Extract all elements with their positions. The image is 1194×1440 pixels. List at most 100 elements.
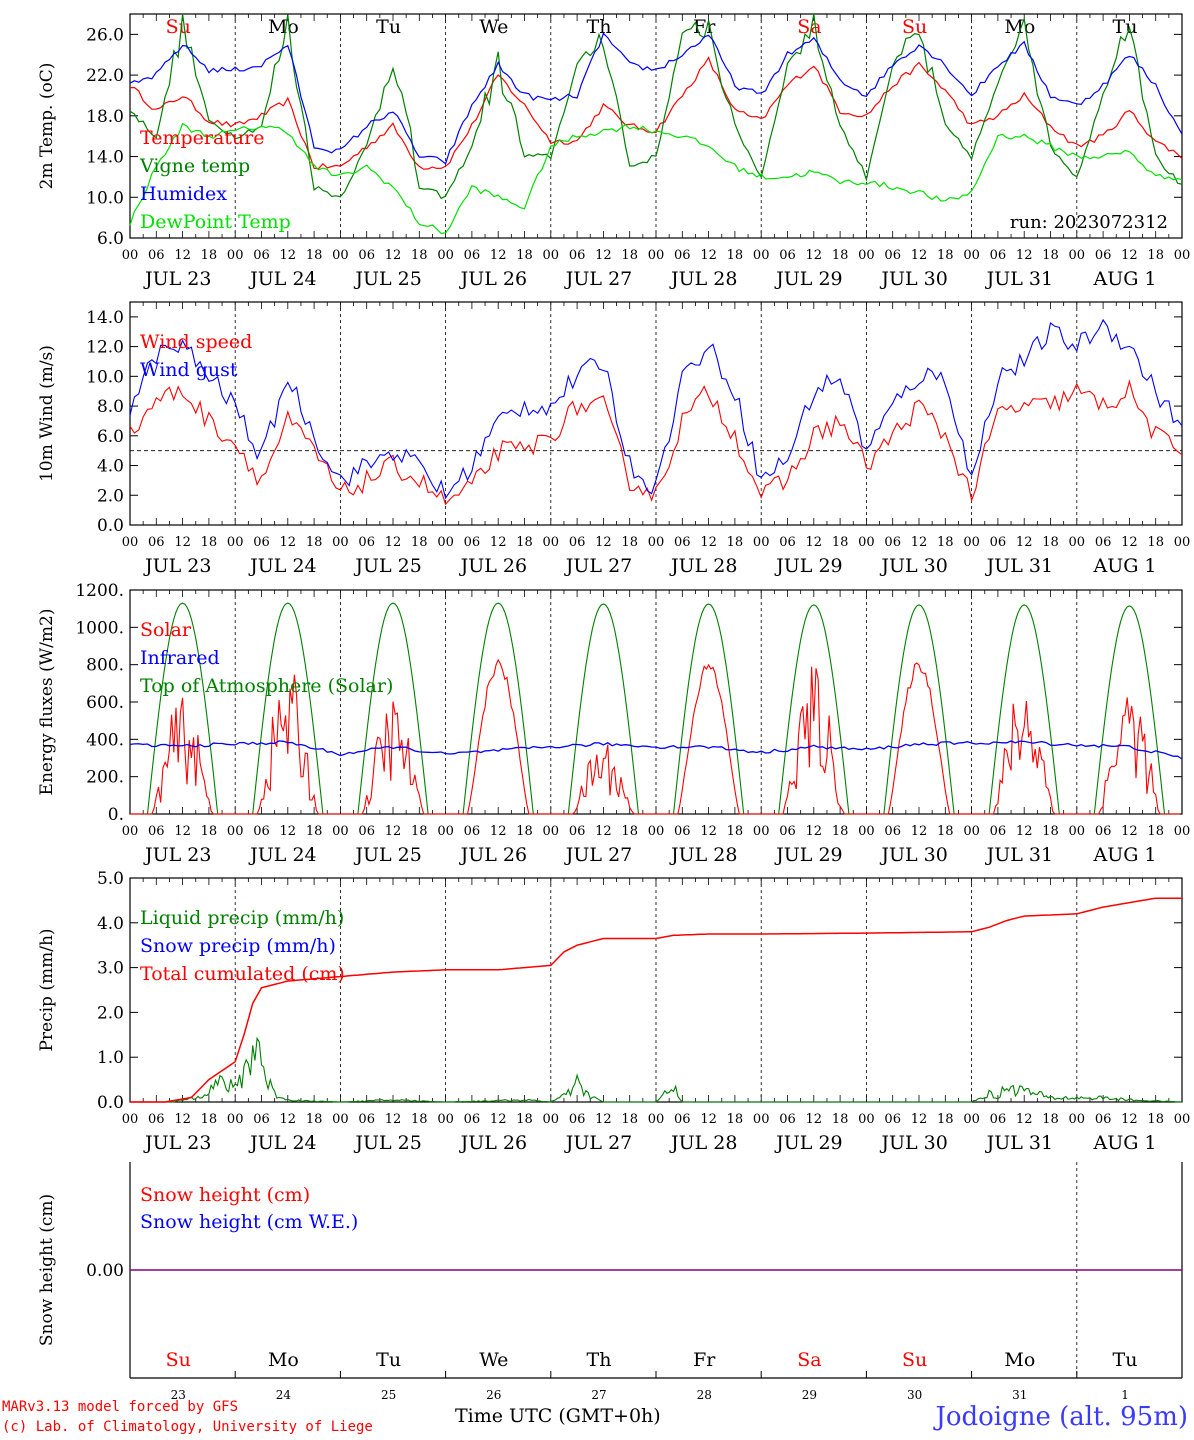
hour-tick-label: 00 bbox=[648, 1112, 665, 1127]
hour-tick-label: 06 bbox=[779, 248, 796, 263]
hour-tick-label: 00 bbox=[437, 248, 454, 263]
hour-tick-label: 06 bbox=[779, 1112, 796, 1127]
hour-tick-label: 18 bbox=[1042, 1112, 1059, 1127]
day-number-label: 24 bbox=[276, 1388, 292, 1402]
hour-tick-label: 00 bbox=[227, 535, 244, 550]
legend-entry: Snow height (cm) bbox=[140, 1184, 310, 1206]
hour-tick-label: 18 bbox=[1147, 535, 1164, 550]
date-label: JUL 24 bbox=[248, 555, 316, 577]
hour-tick-label: 00 bbox=[543, 1112, 560, 1127]
hour-tick-label: 00 bbox=[1174, 535, 1191, 550]
y-tick-label: 12.0 bbox=[86, 338, 124, 358]
day-number-label: 29 bbox=[802, 1388, 817, 1402]
hour-tick-label: 06 bbox=[464, 248, 481, 263]
hour-tick-label: 12 bbox=[700, 248, 717, 263]
date-label: JUL 23 bbox=[143, 844, 211, 866]
hour-tick-label: 18 bbox=[1042, 248, 1059, 263]
hour-tick-label: 12 bbox=[490, 535, 507, 550]
weekday-label: Mo bbox=[1004, 16, 1035, 38]
legend-entry: Temperature bbox=[140, 127, 264, 149]
hour-tick-label: 18 bbox=[201, 824, 218, 839]
hour-tick-label: 18 bbox=[937, 248, 954, 263]
hour-tick-label: 06 bbox=[148, 1112, 165, 1127]
legend-entry: Wind speed bbox=[140, 331, 252, 353]
hour-tick-label: 00 bbox=[963, 248, 980, 263]
hour-tick-label: 12 bbox=[490, 248, 507, 263]
y-tick-label: 18.0 bbox=[86, 107, 124, 127]
weekday-label: We bbox=[479, 1349, 508, 1371]
day-number-label: 23 bbox=[171, 1388, 186, 1402]
y-tick-label: 800. bbox=[86, 656, 124, 676]
date-label: JUL 30 bbox=[879, 555, 947, 577]
date-label: JUL 25 bbox=[353, 555, 421, 577]
hour-tick-label: 12 bbox=[1016, 248, 1033, 263]
hour-tick-label: 00 bbox=[122, 248, 139, 263]
hour-tick-label: 18 bbox=[306, 824, 323, 839]
hour-tick-label: 12 bbox=[1016, 535, 1033, 550]
hour-tick-label: 00 bbox=[648, 248, 665, 263]
y-tick-label: 1200. bbox=[75, 581, 124, 601]
hour-tick-label: 12 bbox=[385, 1112, 402, 1127]
legend-entry: Humidex bbox=[140, 183, 227, 205]
date-label: JUL 30 bbox=[879, 268, 947, 290]
weekday-label: Fr bbox=[693, 1349, 716, 1371]
hour-tick-label: 06 bbox=[884, 1112, 901, 1127]
hour-tick-label: 12 bbox=[1121, 248, 1138, 263]
weekday-label: Su bbox=[166, 1349, 191, 1371]
hour-tick-label: 18 bbox=[621, 248, 638, 263]
date-label: AUG 1 bbox=[1092, 268, 1156, 290]
y-axis-label: Snow height (cm) bbox=[37, 1194, 57, 1346]
date-label: JUL 26 bbox=[459, 1132, 527, 1154]
date-label: JUL 26 bbox=[459, 268, 527, 290]
lab-credit: (c) Lab. of Climatology, University of L… bbox=[2, 1419, 373, 1435]
hour-tick-label: 06 bbox=[358, 248, 375, 263]
hour-tick-label: 06 bbox=[569, 824, 586, 839]
hour-tick-label: 12 bbox=[595, 824, 612, 839]
hour-tick-label: 06 bbox=[148, 248, 165, 263]
hour-tick-label: 06 bbox=[148, 535, 165, 550]
hour-tick-label: 18 bbox=[1042, 535, 1059, 550]
day-number-label: 27 bbox=[591, 1388, 606, 1402]
weekday-label: Sa bbox=[797, 1349, 821, 1371]
hour-tick-label: 18 bbox=[621, 824, 638, 839]
y-tick-label: 22.0 bbox=[86, 66, 124, 86]
date-label: JUL 25 bbox=[353, 844, 421, 866]
weekday-label: Su bbox=[902, 16, 927, 38]
hour-tick-label: 12 bbox=[1121, 535, 1138, 550]
date-label: JUL 31 bbox=[985, 268, 1053, 290]
hour-tick-label: 18 bbox=[516, 535, 533, 550]
legend-entry: Snow height (cm W.E.) bbox=[140, 1211, 358, 1233]
hour-tick-label: 12 bbox=[280, 535, 297, 550]
panel-frame bbox=[129, 589, 1183, 815]
y-tick-label: 0.0 bbox=[97, 516, 124, 536]
date-label: JUL 26 bbox=[459, 555, 527, 577]
hour-tick-label: 18 bbox=[411, 535, 428, 550]
hour-tick-label: 18 bbox=[201, 535, 218, 550]
wind-panel: 0.0 2.0 4.0 6.0 8.0 10.0 12.0 14.0 10m Wind (m/s… bbox=[37, 301, 1191, 577]
y-tick-label: 14.0 bbox=[86, 308, 124, 328]
hour-tick-label: 06 bbox=[990, 824, 1007, 839]
hour-tick-label: 00 bbox=[1069, 1112, 1086, 1127]
hour-tick-label: 06 bbox=[779, 535, 796, 550]
hour-tick-label: 06 bbox=[884, 248, 901, 263]
date-label: JUL 29 bbox=[774, 555, 842, 577]
hour-tick-label: 06 bbox=[674, 1112, 691, 1127]
hour-tick-label: 06 bbox=[1095, 248, 1112, 263]
hour-tick-label: 18 bbox=[1147, 1112, 1164, 1127]
weekday-label: Su bbox=[902, 1349, 927, 1371]
date-label: JUL 27 bbox=[564, 1132, 632, 1154]
date-label: JUL 28 bbox=[669, 1132, 737, 1154]
y-tick-label: 0.00 bbox=[86, 1261, 124, 1281]
hour-tick-label: 06 bbox=[990, 248, 1007, 263]
hour-tick-label: 12 bbox=[280, 824, 297, 839]
hour-tick-label: 00 bbox=[753, 1112, 770, 1127]
hour-tick-label: 00 bbox=[437, 1112, 454, 1127]
hour-tick-label: 18 bbox=[727, 824, 744, 839]
series-solar bbox=[130, 658, 1180, 815]
hour-tick-label: 00 bbox=[437, 535, 454, 550]
weekday-label: Tu bbox=[376, 16, 401, 38]
temperature-panel: 6.0 10.0 14.0 18.0 22.0 26.0 2m Temp. (oC) Su Mo… bbox=[37, 13, 1190, 290]
date-label: JUL 28 bbox=[669, 844, 737, 866]
hour-tick-label: 12 bbox=[1016, 824, 1033, 839]
hour-tick-label: 12 bbox=[806, 535, 823, 550]
